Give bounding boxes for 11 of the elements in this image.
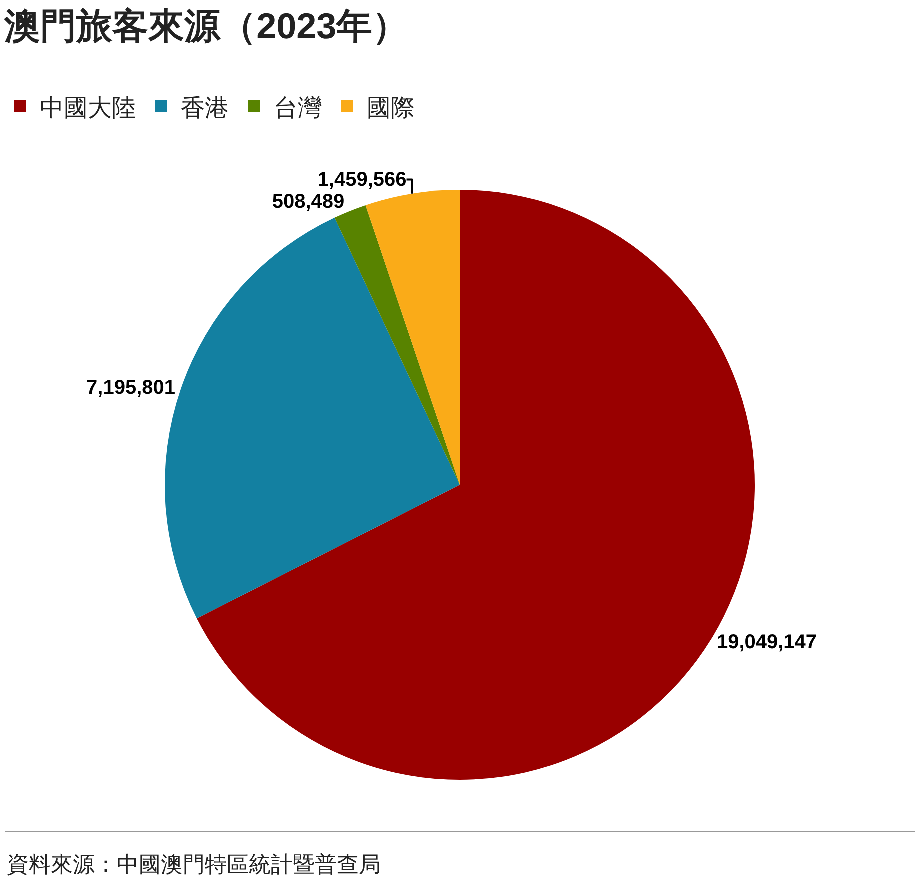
data-label: 19,049,147 <box>716 631 818 654</box>
legend-label: 中國大陸 <box>40 94 136 122</box>
chart-title: 澳門旅客來源（2023年） <box>4 6 409 47</box>
legend-label: 台灣 <box>274 94 322 122</box>
data-label: 1,459,566 <box>318 168 407 191</box>
pie-slice <box>366 190 460 485</box>
source-note: 資料來源：中國澳門特區統計暨普查局 <box>7 852 381 877</box>
data-label: 508,489 <box>272 190 345 213</box>
data-label: 7,195,801 <box>86 376 176 399</box>
legend-label: 香港 <box>181 94 229 122</box>
legend-label: 國際 <box>367 94 415 122</box>
